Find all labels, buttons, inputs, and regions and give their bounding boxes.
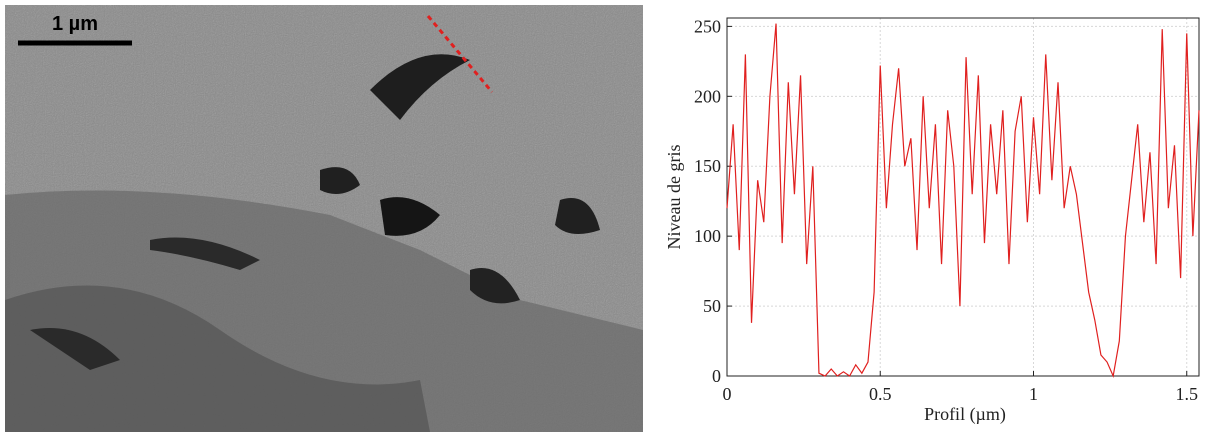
x-tick-label: 1 <box>1029 384 1038 404</box>
y-tick-label: 200 <box>694 86 721 106</box>
scale-label: 1 µm <box>52 13 98 35</box>
y-axis-label: Niveau de gris <box>664 145 684 250</box>
y-tick-label: 100 <box>694 226 721 246</box>
y-tick-label: 50 <box>703 296 721 316</box>
sem-image: 1 µm <box>5 5 643 432</box>
x-tick-label: 1.5 <box>1175 384 1198 404</box>
y-tick-label: 250 <box>694 16 721 36</box>
profile-chart: Profil (µm) Niveau de gris 0 50 100 150 200 2… <box>664 16 1200 425</box>
x-tick-label: 0 <box>723 384 732 404</box>
y-tick-label: 0 <box>712 366 721 386</box>
profile-line <box>726 23 1200 379</box>
plot-frame <box>726 17 1200 377</box>
x-axis-label: Profil (µm) <box>924 404 1006 425</box>
y-tick-label: 150 <box>694 156 721 176</box>
x-tick-label: 0.5 <box>869 384 892 404</box>
